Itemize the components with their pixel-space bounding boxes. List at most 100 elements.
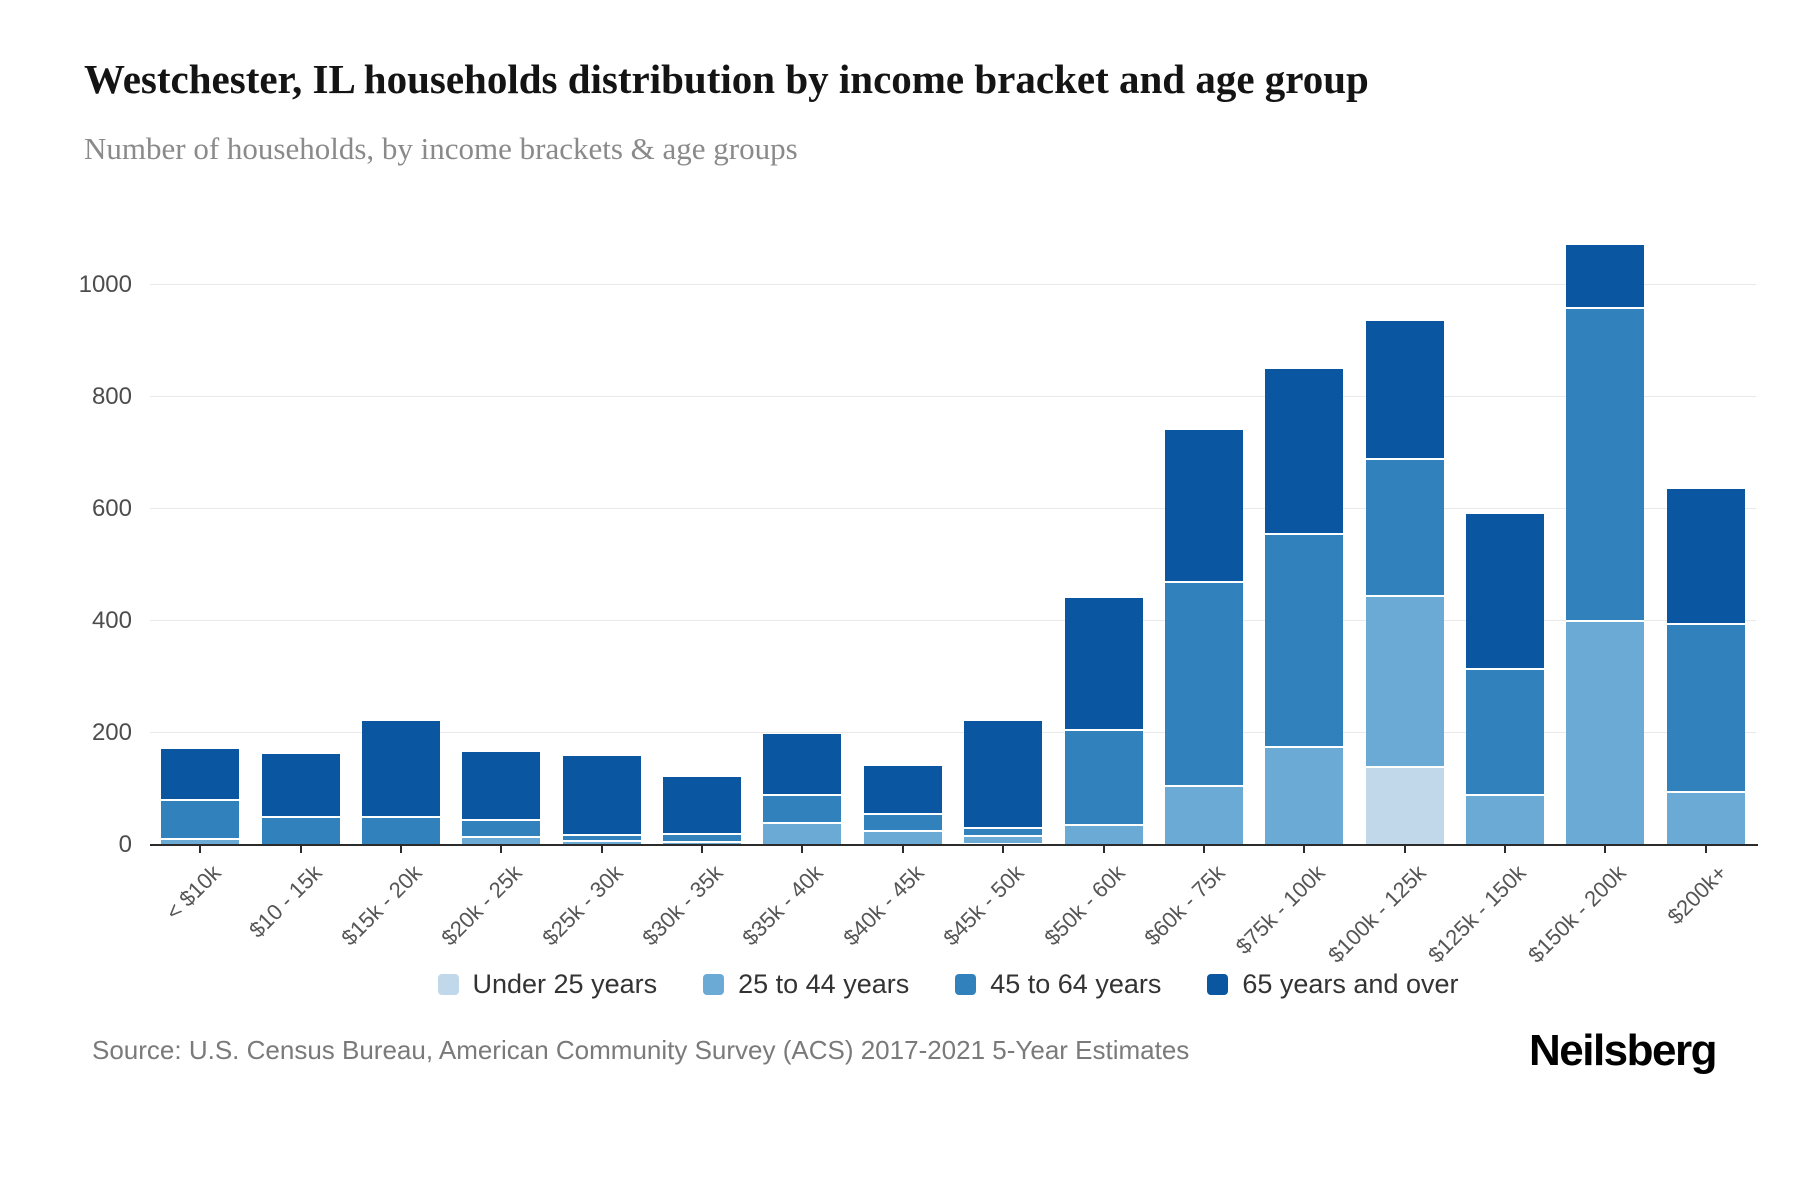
- x-axis-tick: [500, 845, 503, 853]
- x-axis-label-14: $150k - 200k: [1523, 859, 1632, 968]
- gridline-400: [150, 619, 1756, 621]
- x-axis-label-1: $10 - 15k: [243, 859, 327, 943]
- x-axis-label-9: $50k - 60k: [1038, 859, 1130, 950]
- x-axis-label-10: $60k - 75k: [1139, 859, 1230, 950]
- chart-area: 0 200 400 600 800 1000 < $10k $10 - 15k $15k - 2…: [0, 203, 1800, 967]
- bar-segment-65-years-and-over: [261, 753, 340, 816]
- x-axis-label-7: $40k - 45k: [838, 859, 929, 950]
- bar-segment-65-years-and-over: [462, 751, 541, 819]
- x-axis-label-13: $125k - 150k: [1423, 859, 1531, 968]
- bar-segment-65-years-and-over: [1466, 513, 1545, 668]
- x-axis-tick: [600, 845, 603, 853]
- bar-segment-65-years-and-over: [161, 748, 240, 799]
- chart-footer: Source: U.S. Census Bureau, American Com…: [0, 1000, 1800, 1076]
- bar-150k-200k: [1566, 244, 1645, 844]
- bar-segment-65-years-and-over: [1365, 320, 1444, 458]
- x-axis-tick: [299, 845, 302, 853]
- bar-segment-65-years-and-over: [763, 733, 842, 794]
- y-axis-label-200: 200: [91, 718, 132, 746]
- legend-label: 45 to 64 years: [990, 968, 1162, 999]
- bar-15k-20k: [361, 720, 440, 844]
- bar-segment-65-years-and-over: [361, 720, 440, 816]
- bar-segment-45-to-64-years: [964, 826, 1043, 835]
- bar-segment-45-to-64-years: [863, 812, 942, 830]
- legend-label: 25 to 44 years: [738, 968, 910, 999]
- gridline-800: [150, 395, 1756, 397]
- bar-segment-25-to-44-years: [863, 829, 942, 844]
- legend-label: 65 years and over: [1242, 968, 1459, 999]
- bar-25k-30k: [562, 755, 641, 844]
- bar-20k-25k: [462, 751, 541, 844]
- bar-segment-25-to-44-years: [663, 840, 742, 844]
- x-axis-tick: [1704, 845, 1707, 853]
- bar-segment-65-years-and-over: [663, 776, 742, 833]
- bar-segment-45-to-64-years: [1265, 533, 1344, 746]
- bar-segment-25-to-44-years: [1666, 790, 1745, 844]
- bar-segment-65-years-and-over: [1064, 597, 1143, 729]
- bar-35k-40k: [763, 733, 842, 844]
- chart-subtitle: Number of households, by income brackets…: [84, 130, 798, 166]
- bar-125k-150k: [1466, 513, 1545, 844]
- bar-40k-45k: [863, 765, 942, 844]
- legend-swatch-icon: [1207, 973, 1229, 995]
- chart-title: Westchester, IL households distribution …: [84, 56, 1369, 102]
- bar-segment-25-to-44-years: [1466, 793, 1545, 844]
- source-note: Source: U.S. Census Bureau, American Com…: [92, 1035, 1190, 1066]
- bar-segment-65-years-and-over: [964, 720, 1043, 827]
- bar-segment-25-to-44-years: [1265, 745, 1344, 844]
- bar-segment-25-to-44-years: [1365, 594, 1444, 766]
- bar-segment-25-to-44-years: [964, 834, 1043, 843]
- x-axis-label-3: $20k - 25k: [436, 859, 527, 950]
- bar-segment-65-years-and-over: [562, 755, 641, 834]
- x-axis-label-6: $35k - 40k: [737, 859, 829, 950]
- brand-logo: Neilsberg: [1528, 1025, 1718, 1075]
- bar-45k-50k: [964, 720, 1043, 844]
- bar-100k-125k: [1365, 320, 1444, 844]
- y-axis-label-400: 400: [91, 606, 132, 634]
- bar-segment-45-to-64-years: [361, 815, 440, 844]
- x-axis-label-2: $15k - 20k: [336, 859, 427, 950]
- bar-segment-45-to-64-years: [161, 798, 240, 838]
- bar-75k-100k: [1265, 368, 1344, 844]
- bar-segment-45-to-64-years: [462, 818, 541, 836]
- bar-segment-45-to-64-years: [261, 815, 340, 844]
- bar-segment-25-to-44-years: [1566, 619, 1645, 844]
- bar-segment-45-to-64-years: [562, 833, 641, 840]
- x-axis-label-4: $25k - 30k: [537, 859, 628, 950]
- bar-segment-under-25-years: [1365, 765, 1444, 844]
- bar-10-15k: [261, 753, 340, 844]
- x-axis-label-11: $75k - 100k: [1231, 859, 1330, 959]
- bar-segment-45-to-64-years: [763, 793, 842, 822]
- bar-segment-45-to-64-years: [1566, 306, 1645, 620]
- legend-swatch-icon: [437, 973, 459, 995]
- bar-200k: [1666, 488, 1745, 844]
- bar-segment-65-years-and-over: [1265, 368, 1344, 534]
- bar-segment-25-to-44-years: [161, 837, 240, 844]
- bar-segment-65-years-and-over: [863, 765, 942, 813]
- y-axis-label-1000: 1000: [78, 271, 132, 299]
- x-axis-tick: [1604, 845, 1607, 853]
- x-axis-label-5: $30k - 35k: [637, 859, 728, 950]
- x-axis-label-15: $200k+: [1662, 859, 1732, 929]
- y-axis-label-0: 0: [118, 830, 132, 858]
- gridline-200: [150, 731, 1756, 733]
- gridline-600: [150, 507, 1756, 509]
- x-axis-label-0: < $10k: [161, 859, 226, 925]
- bar-segment-25-to-44-years: [1164, 784, 1243, 844]
- legend-item-under-25-years: Under 25 years: [437, 969, 657, 1000]
- y-axis-label-600: 600: [91, 494, 132, 522]
- x-axis-line: [150, 843, 1758, 846]
- bar-segment-45-to-64-years: [1164, 580, 1243, 785]
- legend: Under 25 years 25 to 44 years 45 to 64 yea…: [48, 969, 1800, 1000]
- x-axis-tick: [1102, 845, 1105, 853]
- legend-item-65-years-and-over: 65 years and over: [1207, 968, 1459, 1000]
- x-axis-label-12: $100k - 125k: [1322, 859, 1431, 968]
- bar-segment-45-to-64-years: [1466, 667, 1545, 794]
- bar-50k-60k: [1064, 597, 1143, 844]
- x-axis-label-8: $45k - 50k: [938, 859, 1029, 950]
- x-axis-tick: [901, 845, 904, 853]
- bar-segment-25-to-44-years: [1064, 823, 1143, 844]
- x-axis-tick: [701, 845, 704, 853]
- chart-header: Westchester, IL households distribution …: [0, 0, 1800, 167]
- x-axis-tick: [399, 845, 402, 853]
